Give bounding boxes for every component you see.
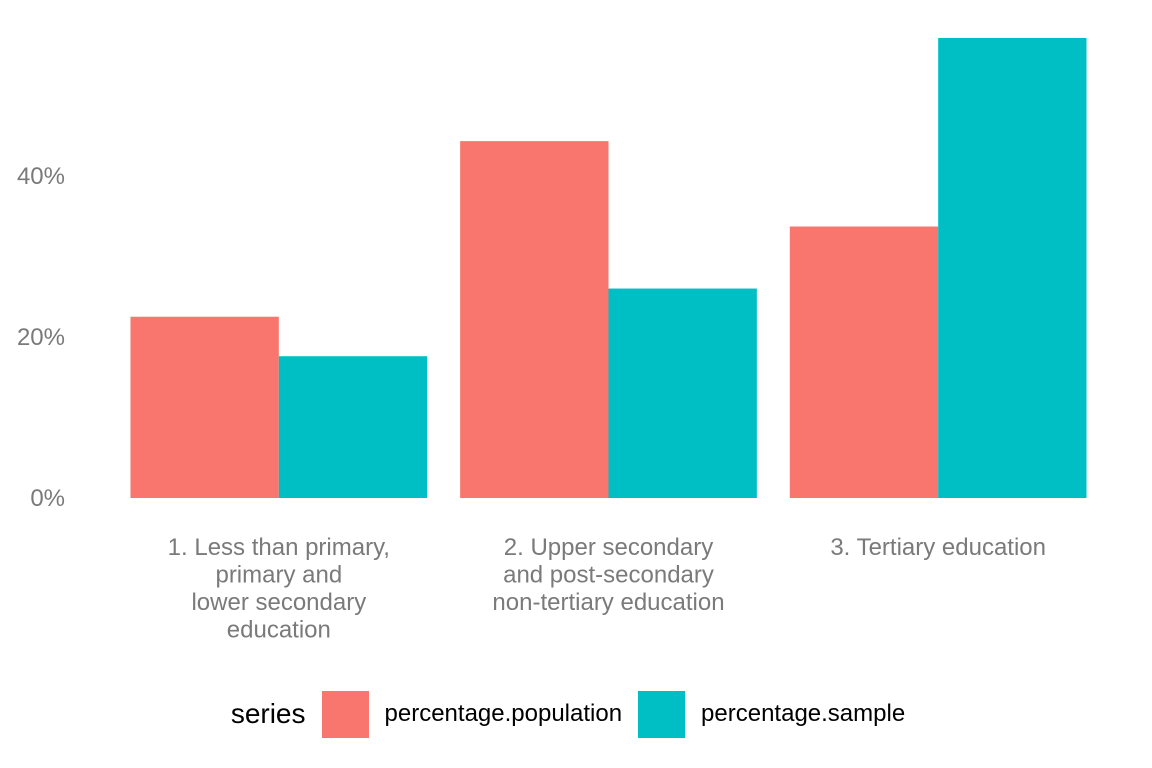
legend: series percentage.population percentage.…: [0, 688, 1152, 740]
bar-percentage-population-2: [460, 141, 609, 498]
bar-percentage-sample-1: [278, 356, 428, 498]
x-axis-labels: 1. Less than primary, primary and lower se…: [168, 534, 1046, 644]
legend-item-population: percentage.population: [321, 690, 623, 738]
bar-chart: 0% 20% 40% 1. Less than primary, primary an…: [17, 38, 1087, 644]
bars: [130, 38, 1087, 498]
bar-percentage-population-1: [130, 316, 279, 498]
y-axis-ticks: 0% 20% 40%: [17, 163, 65, 512]
legend-swatch-sample: [638, 690, 686, 738]
y-tick-label: 0%: [30, 485, 65, 512]
x-tick-label: 2. Upper secondary and post-secondary non-…: [492, 534, 724, 616]
x-tick-label: 3. Tertiary education: [830, 534, 1046, 561]
bar-percentage-sample-3: [938, 38, 1087, 498]
y-tick-label: 40%: [17, 163, 65, 190]
bar-percentage-sample-2: [608, 288, 757, 498]
legend-label-sample: percentage.sample: [701, 700, 906, 727]
legend-item-sample: percentage.sample: [638, 690, 906, 738]
legend-title: series: [230, 698, 306, 729]
legend-label-population: percentage.population: [384, 700, 623, 727]
y-tick-label: 20%: [17, 324, 65, 351]
legend-swatch-population: [321, 690, 369, 738]
bar-percentage-population-3: [789, 226, 939, 498]
x-tick-label: 1. Less than primary, primary and lower se…: [168, 534, 390, 644]
